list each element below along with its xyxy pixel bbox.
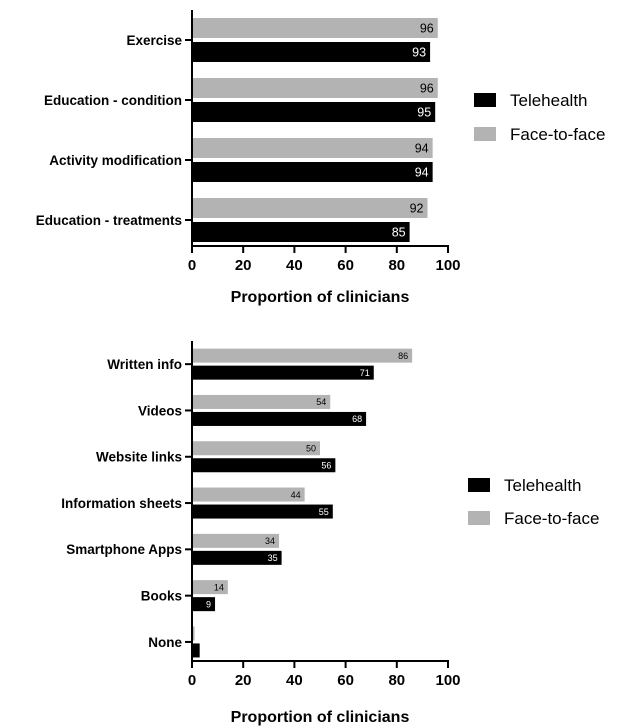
data-label-telehealth-website-links: 56 — [321, 460, 331, 470]
x-tick-label-0: 0 — [188, 257, 196, 274]
data-label-face-to-face-smartphone-apps: 34 — [265, 536, 275, 546]
bar-face-to-face-videos — [192, 394, 331, 409]
data-label-telehealth-education-treatments: 85 — [392, 226, 406, 240]
data-label-telehealth-smartphone-apps: 35 — [268, 553, 278, 563]
legend-label-telehealth: Telehealth — [504, 476, 582, 495]
x-tick-label-40: 40 — [286, 257, 303, 274]
x-tick-label-80: 80 — [388, 672, 405, 689]
legend-swatch-telehealth — [474, 93, 496, 107]
data-label-face-to-face-videos: 54 — [316, 397, 326, 407]
x-tick-label-100: 100 — [435, 672, 460, 689]
bar-telehealth-education-condition — [192, 102, 436, 122]
bar-face-to-face-books — [192, 580, 228, 595]
data-label-face-to-face-books: 14 — [214, 582, 224, 592]
data-label-face-to-face-activity-modification: 94 — [415, 142, 429, 156]
category-label-education-condition: Education - condition — [44, 93, 182, 108]
bar-telehealth-books — [192, 597, 216, 612]
bar-face-to-face-education-treatments — [192, 198, 428, 218]
bar-telehealth-videos — [192, 411, 367, 426]
category-label-activity-modification: Activity modification — [49, 153, 182, 168]
category-label-written-info: Written info — [107, 357, 182, 372]
bar-telehealth-information-sheets — [192, 504, 333, 519]
data-label-face-to-face-education-condition: 96 — [420, 82, 434, 96]
category-label-information-sheets: Information sheets — [61, 496, 182, 511]
x-axis-title: Proportion of clinicians — [231, 709, 410, 726]
category-label-education-treatments: Education - treatments — [36, 213, 182, 228]
category-label-none: None — [148, 635, 182, 650]
category-label-smartphone-apps: Smartphone Apps — [66, 542, 182, 557]
x-tick-label-100: 100 — [435, 257, 460, 274]
bar-telehealth-none — [192, 643, 200, 658]
legend-label-telehealth: Telehealth — [510, 91, 588, 110]
data-label-telehealth-books: 9 — [206, 599, 211, 609]
data-label-face-to-face-education-treatments: 92 — [410, 202, 424, 216]
category-label-books: Books — [141, 589, 182, 604]
x-axis-title: Proportion of clinicians — [231, 289, 410, 306]
data-label-telehealth-exercise: 93 — [412, 46, 426, 60]
legend: Telehealth Face-to-face — [474, 91, 605, 144]
bar-face-to-face-written-info — [192, 348, 413, 363]
bar-face-to-face-smartphone-apps — [192, 533, 280, 548]
data-label-telehealth-education-condition: 95 — [417, 106, 431, 120]
bar-telehealth-exercise — [192, 42, 431, 62]
x-tick-label-20: 20 — [235, 672, 252, 689]
data-label-face-to-face-information-sheets: 44 — [291, 490, 301, 500]
x-tick-label-60: 60 — [337, 257, 354, 274]
bar-telehealth-activity-modification — [192, 162, 433, 182]
x-tick-label-60: 60 — [337, 672, 354, 689]
bar-face-to-face-none — [192, 626, 195, 641]
legend-swatch-face-to-face — [468, 511, 490, 525]
legend: Telehealth Face-to-face — [468, 476, 599, 528]
bar-telehealth-education-treatments — [192, 222, 410, 242]
x-tick-label-80: 80 — [388, 257, 405, 274]
legend-label-face-to-face: Face-to-face — [504, 509, 599, 528]
legend-swatch-face-to-face — [474, 127, 496, 141]
category-label-exercise: Exercise — [126, 33, 182, 48]
legend-label-face-to-face: Face-to-face — [510, 125, 605, 144]
data-label-telehealth-written-info: 71 — [360, 368, 370, 378]
chart-bottom: 86 71 Written info 54 68 Videos 50 56 Website li… — [61, 341, 599, 726]
bar-telehealth-written-info — [192, 365, 374, 380]
data-label-telehealth-information-sheets: 55 — [319, 507, 329, 517]
x-tick-label-0: 0 — [188, 672, 196, 689]
bar-face-to-face-information-sheets — [192, 487, 305, 502]
data-label-face-to-face-written-info: 86 — [398, 351, 408, 361]
x-tick-label-40: 40 — [286, 672, 303, 689]
bar-face-to-face-activity-modification — [192, 138, 433, 158]
category-label-videos: Videos — [138, 403, 182, 418]
bar-telehealth-website-links — [192, 458, 336, 473]
data-label-telehealth-videos: 68 — [352, 414, 362, 424]
category-label-website-links: Website links — [96, 450, 182, 465]
data-label-face-to-face-exercise: 96 — [420, 22, 434, 36]
bar-face-to-face-education-condition — [192, 78, 438, 98]
data-label-telehealth-activity-modification: 94 — [415, 166, 429, 180]
chart-top: 96 93 Exercise 96 95 Education - condition 94 9… — [36, 10, 605, 306]
legend-swatch-telehealth — [468, 478, 490, 492]
bar-face-to-face-exercise — [192, 18, 438, 38]
x-tick-label-20: 20 — [235, 257, 252, 274]
bar-telehealth-smartphone-apps — [192, 550, 282, 565]
data-label-face-to-face-website-links: 50 — [306, 443, 316, 453]
bar-face-to-face-website-links — [192, 441, 320, 456]
